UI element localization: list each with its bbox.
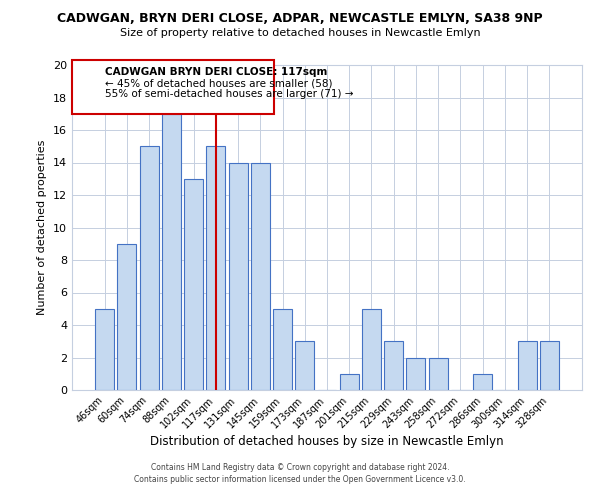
Text: Contains HM Land Registry data © Crown copyright and database right 2024.: Contains HM Land Registry data © Crown c… bbox=[151, 464, 449, 472]
Text: CADWGAN, BRYN DERI CLOSE, ADPAR, NEWCASTLE EMLYN, SA38 9NP: CADWGAN, BRYN DERI CLOSE, ADPAR, NEWCAST… bbox=[57, 12, 543, 26]
Bar bbox=[273, 308, 292, 390]
Text: Size of property relative to detached houses in Newcastle Emlyn: Size of property relative to detached ho… bbox=[119, 28, 481, 38]
Bar bbox=[206, 146, 225, 390]
Bar bbox=[251, 162, 270, 390]
Bar bbox=[140, 146, 158, 390]
Bar bbox=[295, 341, 314, 390]
FancyBboxPatch shape bbox=[72, 60, 274, 114]
X-axis label: Distribution of detached houses by size in Newcastle Emlyn: Distribution of detached houses by size … bbox=[150, 436, 504, 448]
Bar bbox=[95, 308, 114, 390]
Text: CADWGAN BRYN DERI CLOSE: 117sqm: CADWGAN BRYN DERI CLOSE: 117sqm bbox=[105, 68, 328, 78]
Bar bbox=[540, 341, 559, 390]
Bar bbox=[118, 244, 136, 390]
Y-axis label: Number of detached properties: Number of detached properties bbox=[37, 140, 47, 315]
Bar bbox=[362, 308, 381, 390]
Bar bbox=[184, 179, 203, 390]
Bar bbox=[384, 341, 403, 390]
Bar bbox=[406, 358, 425, 390]
Text: ← 45% of detached houses are smaller (58): ← 45% of detached houses are smaller (58… bbox=[105, 79, 332, 89]
Bar bbox=[429, 358, 448, 390]
Bar bbox=[162, 114, 181, 390]
Bar bbox=[229, 162, 248, 390]
Text: Contains public sector information licensed under the Open Government Licence v3: Contains public sector information licen… bbox=[134, 475, 466, 484]
Text: 55% of semi-detached houses are larger (71) →: 55% of semi-detached houses are larger (… bbox=[105, 90, 353, 100]
Bar bbox=[340, 374, 359, 390]
Bar bbox=[518, 341, 536, 390]
Bar bbox=[473, 374, 492, 390]
